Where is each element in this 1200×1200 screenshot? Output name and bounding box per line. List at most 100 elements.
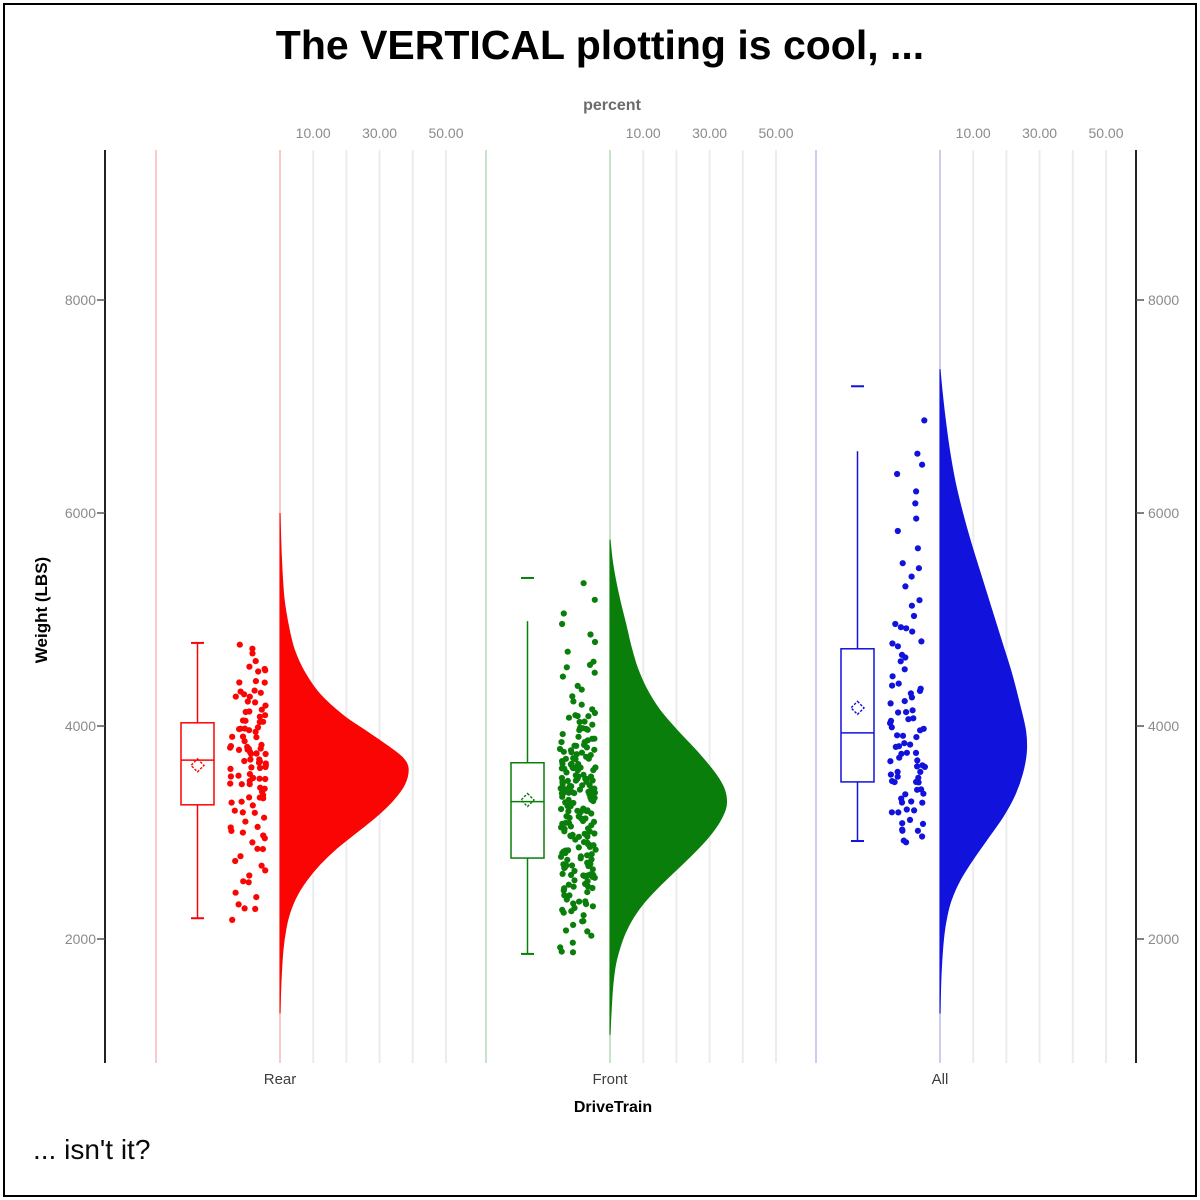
data-point bbox=[232, 857, 239, 865]
top-tick-label: 30.00 bbox=[362, 125, 398, 141]
data-point bbox=[894, 470, 901, 478]
data-point bbox=[256, 775, 263, 782]
data-point bbox=[897, 624, 905, 631]
data-point bbox=[907, 741, 914, 748]
data-point bbox=[227, 824, 234, 831]
data-point bbox=[229, 916, 236, 924]
data-point bbox=[578, 749, 586, 756]
category-label-front: Front bbox=[592, 1071, 628, 1088]
jitter-points-rear bbox=[227, 641, 269, 924]
y-tick-label-right: 4000 bbox=[1148, 718, 1180, 734]
data-point bbox=[570, 698, 577, 705]
data-point bbox=[894, 732, 901, 739]
data-point bbox=[246, 693, 253, 700]
data-point bbox=[237, 853, 244, 860]
data-point bbox=[913, 488, 920, 495]
top-tick-label: 10.00 bbox=[295, 125, 331, 141]
data-point bbox=[578, 686, 585, 693]
data-point bbox=[895, 680, 902, 687]
data-point bbox=[589, 735, 596, 742]
data-point bbox=[249, 802, 256, 809]
data-point bbox=[911, 807, 918, 814]
data-point bbox=[238, 798, 245, 805]
data-point bbox=[901, 698, 908, 705]
data-point bbox=[239, 809, 246, 816]
data-point bbox=[588, 851, 595, 858]
data-point bbox=[894, 643, 902, 650]
data-point bbox=[235, 901, 242, 908]
data-point bbox=[237, 688, 244, 695]
data-point bbox=[251, 809, 258, 816]
data-point bbox=[262, 702, 269, 709]
data-point bbox=[910, 612, 918, 620]
box-front bbox=[510, 761, 545, 859]
y-tick-label-left: 4000 bbox=[64, 718, 96, 734]
data-point bbox=[261, 785, 268, 792]
data-point bbox=[914, 545, 922, 552]
data-point bbox=[568, 908, 575, 915]
y-tick-label-left: 2000 bbox=[64, 931, 96, 947]
data-point bbox=[920, 725, 927, 732]
data-point bbox=[919, 762, 926, 769]
data-point bbox=[898, 795, 905, 802]
data-point bbox=[903, 625, 910, 632]
data-point bbox=[569, 939, 576, 946]
data-point bbox=[908, 573, 915, 580]
data-point bbox=[580, 805, 587, 812]
data-point bbox=[260, 832, 267, 839]
data-point bbox=[562, 927, 570, 934]
data-point bbox=[571, 790, 578, 797]
x-axis-label: DriveTrain bbox=[573, 1099, 653, 1116]
data-point bbox=[902, 791, 909, 798]
top-tick-label: 50.00 bbox=[428, 125, 464, 141]
data-point bbox=[570, 900, 577, 907]
data-point bbox=[229, 733, 236, 740]
data-point bbox=[560, 861, 567, 868]
top-tick-label: 10.00 bbox=[955, 125, 991, 141]
mean-diamond-rear bbox=[190, 757, 205, 773]
data-point bbox=[590, 658, 597, 665]
data-point bbox=[901, 740, 908, 747]
data-point bbox=[587, 752, 594, 759]
data-point bbox=[572, 772, 579, 779]
data-point bbox=[918, 638, 925, 645]
data-point bbox=[894, 768, 901, 776]
data-point bbox=[575, 733, 582, 740]
data-point bbox=[589, 721, 596, 728]
data-point bbox=[262, 750, 269, 758]
data-point bbox=[907, 690, 915, 697]
data-point bbox=[580, 912, 587, 919]
data-point bbox=[249, 650, 256, 657]
data-point bbox=[916, 597, 923, 604]
data-point bbox=[254, 845, 261, 852]
data-point bbox=[899, 732, 907, 739]
data-point bbox=[565, 881, 572, 888]
box-all bbox=[840, 648, 875, 783]
data-point bbox=[249, 645, 256, 652]
jitter-points-all bbox=[887, 417, 929, 846]
data-point bbox=[259, 846, 266, 853]
data-point bbox=[919, 833, 926, 840]
data-point bbox=[252, 905, 259, 913]
data-point bbox=[575, 844, 582, 851]
data-point bbox=[559, 673, 567, 680]
data-point bbox=[899, 560, 906, 567]
data-point bbox=[569, 949, 577, 956]
data-point bbox=[909, 628, 916, 635]
data-point bbox=[892, 620, 899, 628]
data-point bbox=[560, 748, 567, 755]
data-point bbox=[235, 746, 243, 754]
data-point bbox=[592, 764, 599, 771]
data-point bbox=[227, 743, 234, 750]
data-point bbox=[585, 713, 592, 720]
data-point bbox=[590, 798, 597, 805]
data-point bbox=[563, 664, 570, 671]
data-point bbox=[558, 806, 565, 813]
data-point bbox=[900, 837, 907, 844]
data-point bbox=[575, 833, 583, 840]
data-point bbox=[580, 839, 588, 846]
data-point bbox=[560, 610, 567, 617]
data-point bbox=[579, 782, 586, 789]
data-point bbox=[913, 515, 920, 522]
